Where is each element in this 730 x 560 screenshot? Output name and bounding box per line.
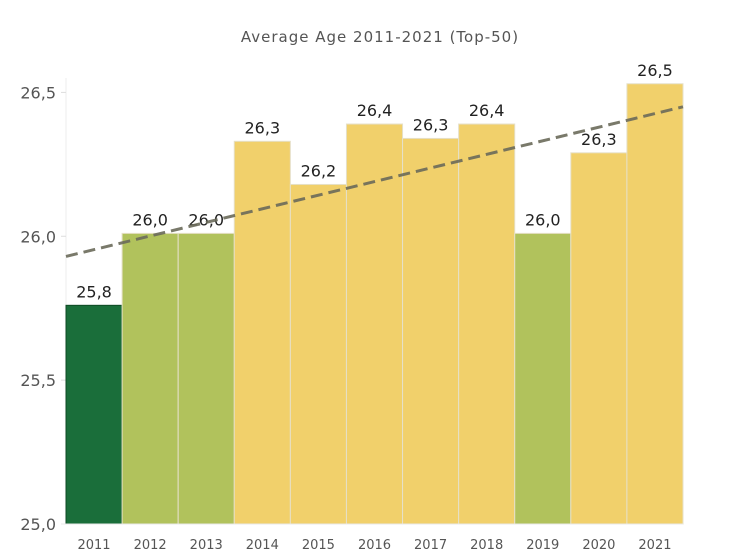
value-label-background xyxy=(237,115,288,138)
bar-2017 xyxy=(402,137,460,525)
bar-2019 xyxy=(514,232,572,525)
bar-2012 xyxy=(121,232,179,525)
bar-2015 xyxy=(289,183,347,525)
y-tick-label: 25,5 xyxy=(20,371,56,390)
y-tick-label: 26,0 xyxy=(20,227,56,246)
value-label: 26,4 xyxy=(469,101,505,120)
value-label: 26,0 xyxy=(525,210,561,229)
trendline xyxy=(65,105,684,258)
value-label: 26,3 xyxy=(581,130,617,149)
value-label-background xyxy=(125,207,176,230)
x-tick-label: 2016 xyxy=(358,538,391,553)
y-axis: 25,0 25,5 26,0 26,5 xyxy=(20,83,66,534)
bar-2014 xyxy=(233,140,291,525)
value-label: 26,5 xyxy=(637,61,673,80)
x-tick-label: 2011 xyxy=(77,538,110,553)
bar-2011 xyxy=(65,304,123,525)
bar-2013 xyxy=(177,232,235,525)
bars xyxy=(65,83,684,525)
value-label: 25,8 xyxy=(76,282,112,301)
bar-2020 xyxy=(570,152,628,525)
value-label: 26,0 xyxy=(132,210,168,229)
value-label-background xyxy=(181,207,232,230)
value-label: 26,4 xyxy=(357,101,393,120)
chart-title: Average Age 2011-2021 (Top-50) xyxy=(241,28,519,46)
value-label: 26,3 xyxy=(245,118,281,137)
x-tick-label: 2012 xyxy=(134,538,167,553)
value-label-background xyxy=(69,279,120,302)
value-label: 26,3 xyxy=(413,115,449,134)
bar-2016 xyxy=(345,123,404,525)
x-tick-label: 2015 xyxy=(302,538,335,553)
bar-2021 xyxy=(626,83,684,525)
x-tick-label: 2018 xyxy=(470,538,503,553)
value-labels: 25,826,0 26,026,326,226,426,326,426,026,3… xyxy=(69,57,680,302)
value-label-background xyxy=(405,112,456,135)
x-tick-label: 2019 xyxy=(526,538,559,553)
value-label-background xyxy=(629,57,680,80)
y-tick-label: 25,0 xyxy=(20,515,56,534)
x-axis: 2011 2012 2013 2014 2015 2016 2017 2018 2019 2020… xyxy=(61,523,683,553)
x-tick-label: 2021 xyxy=(638,538,671,553)
value-label-background xyxy=(517,207,568,230)
x-tick-label: 2013 xyxy=(190,538,223,553)
x-tick-label: 2017 xyxy=(414,538,447,553)
bar-2018 xyxy=(458,123,516,525)
value-label-background xyxy=(573,126,624,149)
value-label-background xyxy=(461,98,512,121)
value-label-background xyxy=(293,158,344,181)
x-tick-label: 2014 xyxy=(246,538,279,553)
value-label-background xyxy=(349,98,400,121)
y-tick-label: 26,5 xyxy=(20,83,56,102)
x-tick-label: 2020 xyxy=(582,538,615,553)
value-label: 26,2 xyxy=(301,161,337,180)
